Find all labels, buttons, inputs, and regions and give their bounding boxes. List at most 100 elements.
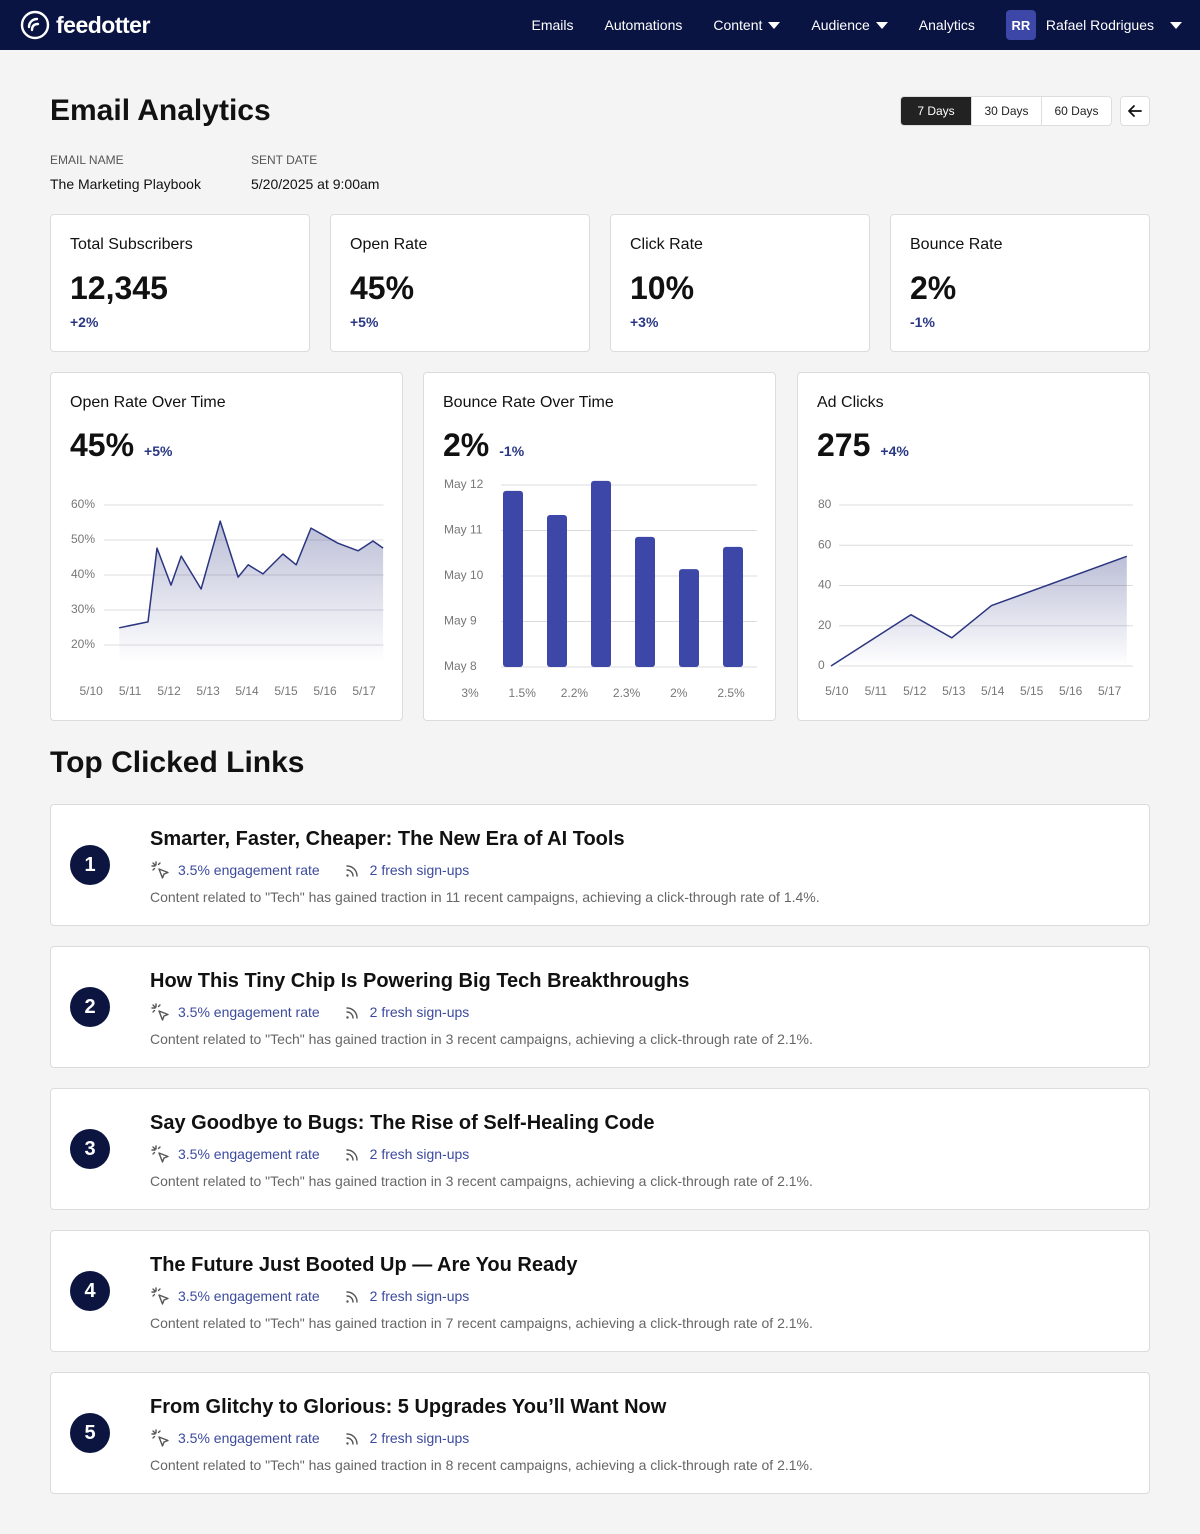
click-icon: [151, 1003, 169, 1021]
chart-headline: 275: [817, 427, 871, 463]
rss-icon: [345, 1149, 358, 1161]
logo-icon: [20, 10, 50, 40]
line: [830, 555, 1128, 667]
chart-change: -1%: [499, 443, 525, 459]
click-icon: [151, 1145, 169, 1163]
link-card[interactable]: 2 How This Tiny Chip Is Powering Big Tech…: [50, 946, 1150, 1068]
link-card[interactable]: 3 Say Goodbye to Bugs: The Rise of Self-H…: [50, 1088, 1150, 1210]
x-tick-label: 5/15: [1020, 684, 1044, 698]
link-title: Smarter, Faster, Cheaper: The New Era of…: [150, 828, 625, 850]
x-tick-label: 5/17: [1098, 684, 1122, 698]
link-description: Content related to "Tech" has gained tra…: [150, 889, 820, 905]
engagement-rate: 3.5% engagement rate: [178, 1146, 320, 1162]
y-tick-label: 40%: [71, 567, 95, 581]
nav-dropdown[interactable]: Audience: [811, 17, 888, 33]
logo[interactable]: feedotter: [20, 10, 150, 40]
range-button[interactable]: 7 Days: [901, 97, 971, 125]
y-tick-label: May 12: [444, 477, 484, 491]
y-tick-label: 20%: [71, 637, 95, 651]
x-tick-label: 2.5%: [717, 686, 745, 700]
nav-link[interactable]: Analytics: [919, 17, 975, 33]
chart-card: 0 20 40 60 80 5/10 5/11 5/12 5/13 5/14 5/15 5/16 5/1…: [797, 372, 1150, 721]
y-tick-label: 80: [818, 497, 832, 511]
link-card[interactable]: 5 From Glitchy to Glorious: 5 Upgrades Yo…: [50, 1372, 1150, 1494]
back-button[interactable]: [1120, 96, 1150, 126]
nav-link[interactable]: Emails: [532, 17, 574, 33]
back-arrow: [1128, 105, 1142, 117]
x-tick-label: 2.2%: [561, 686, 589, 700]
bar: [503, 490, 523, 667]
link-card[interactable]: 1 Smarter, Faster, Cheaper: The New Era o…: [50, 804, 1150, 926]
nav-label: Analytics: [918, 17, 975, 33]
nav-label: Automations: [604, 17, 683, 33]
signups: 2 fresh sign-ups: [369, 862, 470, 878]
rss-icon: [345, 1433, 358, 1445]
nav-dropdown[interactable]: Content: [713, 17, 781, 33]
stat-change: +3%: [630, 314, 659, 330]
rank-badge: 2: [70, 987, 110, 1027]
rank-badge: 5: [70, 1413, 110, 1453]
chart-headline-row: 45% +5%: [70, 425, 172, 465]
y-tick-label: 0: [818, 658, 825, 672]
rank-badge: 3: [70, 1129, 110, 1169]
caret: [1170, 21, 1182, 29]
line: [119, 520, 384, 629]
logo-text: feedotter: [56, 11, 150, 38]
link-meta: 3.5% engagement rate 2 fresh sign-ups: [150, 1428, 469, 1448]
stat-label: Click Rate: [630, 236, 703, 253]
y-tick-label: 20: [818, 618, 832, 632]
stat-card: Total Subscribers 12,345 +2%: [50, 214, 310, 352]
x-tick-label: 5/11: [865, 684, 888, 698]
x-tick-label: 5/14: [235, 684, 259, 698]
range-button[interactable]: 60 Days: [1041, 97, 1111, 125]
y-tick-label: May 8: [444, 659, 477, 673]
y-tick-label: 50%: [71, 532, 95, 546]
stat-label: Bounce Rate: [910, 236, 1003, 253]
stat-value: 45%: [350, 270, 415, 306]
bar: [635, 536, 655, 667]
x-tick-label: 5/12: [157, 684, 181, 698]
signups: 2 fresh sign-ups: [369, 1288, 470, 1304]
chart-title: Bounce Rate Over Time: [443, 394, 614, 411]
x-tick-label: 5/10: [825, 684, 849, 698]
click-icon: [151, 1429, 169, 1447]
y-tick-label: 30%: [71, 602, 95, 616]
meta-label: SENT DATE: [251, 153, 318, 167]
x-tick-label: 3%: [461, 686, 479, 700]
link-title: The Future Just Booted Up — Are You Read…: [150, 1254, 578, 1276]
engagement-rate: 3.5% engagement rate: [178, 1004, 320, 1020]
stat-value: 12,345: [70, 270, 168, 306]
user-menu[interactable]: RR Rafael Rodrigues: [1005, 10, 1182, 40]
nav-items: Emails Automations Content Audience Anal…: [501, 0, 1182, 50]
user-name: Rafael Rodrigues: [1045, 17, 1154, 33]
bar: [679, 569, 699, 667]
meta-value: 5/20/2025 at 9:00am: [251, 176, 380, 192]
nav-label: Emails: [531, 17, 574, 33]
y-tick-label: May 9: [444, 614, 477, 628]
x-tick-label: 5/12: [903, 684, 927, 698]
rank-badge: 1: [70, 845, 110, 885]
nav-label: Audience: [811, 17, 870, 33]
caret: [875, 21, 888, 29]
stat-card: Bounce Rate 2% -1%: [890, 214, 1150, 352]
meta-label: EMAIL NAME: [50, 153, 124, 167]
x-tick-label: 5/11: [119, 684, 142, 698]
area-fill: [119, 521, 384, 663]
bar: [591, 480, 611, 667]
chart-headline: 45%: [70, 427, 135, 463]
chart-plot: May 8 May 9 May 10 May 11 May 12 3% 1.5% 2.2% 2.…: [444, 477, 757, 700]
signups: 2 fresh sign-ups: [369, 1004, 470, 1020]
link-description: Content related to "Tech" has gained tra…: [150, 1457, 813, 1473]
y-tick-label: 60%: [71, 497, 95, 511]
chart-change: +5%: [144, 443, 173, 459]
range-button[interactable]: 30 Days: [971, 97, 1041, 125]
section-title: Top Clicked Links: [50, 746, 305, 779]
top-nav: feedotter Emails Automations Content Aud…: [0, 0, 1200, 50]
link-meta: 3.5% engagement rate 2 fresh sign-ups: [150, 860, 469, 880]
stat-card: Click Rate 10% +3%: [610, 214, 870, 352]
link-card[interactable]: 4 The Future Just Booted Up — Are You Rea…: [50, 1230, 1150, 1352]
nav-label: Content: [713, 17, 763, 33]
nav-link[interactable]: Automations: [605, 17, 683, 33]
x-tick-label: 5/10: [79, 684, 103, 698]
